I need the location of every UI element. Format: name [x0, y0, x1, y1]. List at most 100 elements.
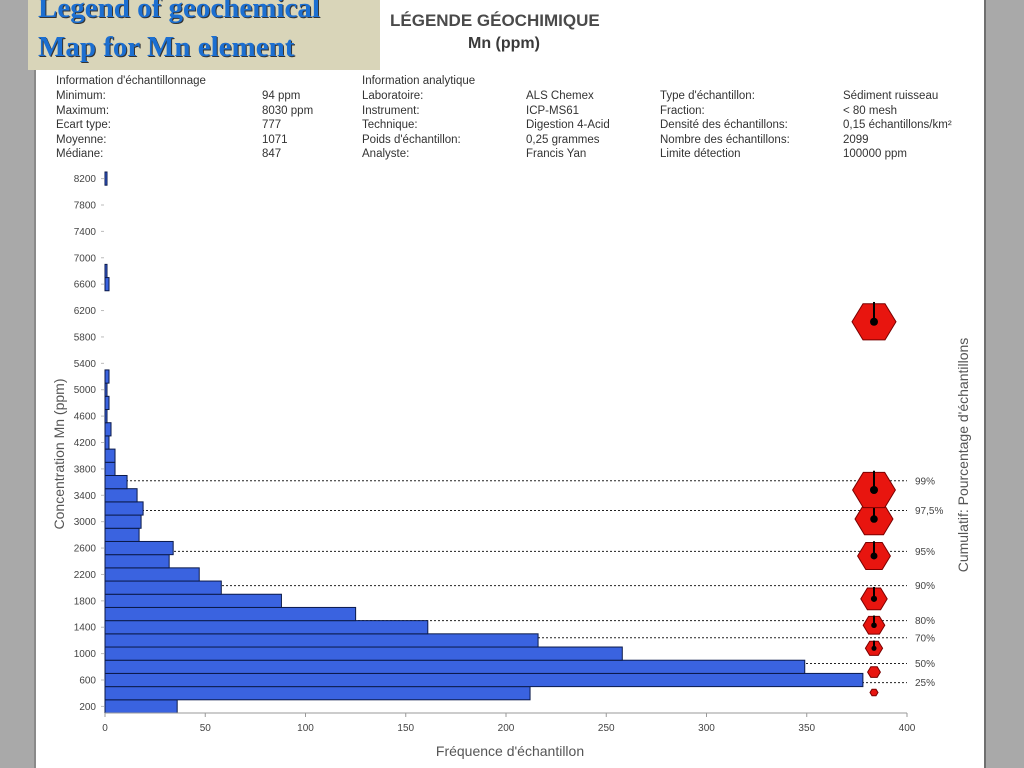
x-tick-label: 350: [798, 723, 815, 734]
histogram-bar: [104, 171, 108, 186]
histogram-bar: [104, 699, 178, 714]
sampling-value: 1071: [262, 133, 288, 146]
histogram-bar: [104, 686, 531, 701]
sample-label: Fraction:: [660, 104, 705, 117]
histogram-bar: [104, 514, 142, 529]
histogram-bar: [104, 369, 110, 384]
caption-line-2: Map for Mn element: [38, 31, 295, 63]
y-tick-label: 3000: [74, 517, 97, 528]
histogram-bar: [104, 527, 140, 542]
histogram-bars: [104, 171, 864, 714]
histogram-bar: [104, 382, 108, 397]
sample-values: Sédiment ruisseau < 80 mesh 0,15 échanti…: [843, 89, 952, 162]
concentration-symbol: [869, 688, 879, 697]
histogram-bar: [104, 435, 110, 450]
sample-value: Sédiment ruisseau: [843, 90, 939, 102]
percentile-label: 95%: [915, 547, 935, 558]
y-tick-label: 5800: [74, 332, 97, 343]
y-tick-label: 600: [79, 676, 96, 687]
x-tick-label: 100: [297, 723, 314, 734]
sampling-values: 94 ppm 8030 ppm 777 1071 847: [262, 89, 313, 162]
histogram-bar: [104, 263, 108, 279]
analytical-value: Digestion 4-Acid: [526, 119, 610, 131]
sampling-label: Maximum:: [56, 104, 110, 117]
histogram-bar: [104, 606, 357, 622]
slide-caption: Legend of geochemical Map for Mn element: [28, 0, 380, 70]
y-tick-label: 4600: [74, 412, 97, 423]
y-tick-label: 5000: [74, 385, 97, 396]
percentile-label: 97,5%: [915, 506, 943, 517]
sample-value: 100000 ppm: [843, 148, 907, 160]
x-tick-label: 0: [102, 723, 108, 734]
x-tick-label: 300: [698, 723, 715, 734]
y-tick-label: 5400: [74, 359, 97, 370]
y-tick-label: 6600: [74, 280, 97, 291]
histogram-bar: [104, 554, 170, 569]
y-tick-label: 1000: [74, 649, 97, 660]
histogram-bar: [104, 501, 144, 516]
symbol-dot: [870, 486, 878, 495]
y-tick-label: 7800: [74, 200, 97, 211]
y-tick-label: 1400: [74, 623, 97, 634]
y-tick-label: 1800: [74, 596, 97, 607]
sampling-value: 94 ppm: [262, 90, 301, 102]
caption-line-1: Legend of geochemical: [38, 0, 320, 24]
analytical-value: ICP-MS61: [526, 104, 580, 117]
x-tick-label: 150: [397, 723, 414, 734]
symbol-dot: [870, 595, 878, 602]
analytical-label: Analyste:: [362, 148, 410, 160]
sampling-label: Moyenne:: [56, 133, 107, 146]
histogram-bar: [104, 395, 110, 411]
symbol-dot: [870, 515, 878, 523]
analytical-values: ALS Chemex ICP-MS61 Digestion 4-Acid 0,2…: [526, 89, 610, 162]
concentration-symbol: [867, 666, 881, 678]
sampling-value: 847: [262, 148, 282, 160]
page-border-left: [34, 0, 36, 768]
y-tick-label: 3400: [74, 491, 97, 502]
page-border-right: [984, 0, 986, 768]
histogram-bar: [104, 580, 222, 595]
percentile-label: 80%: [915, 616, 935, 627]
cumulative-axis-label: Cumulatif: Pourcentage d'échantillons: [955, 338, 971, 573]
y-tick-label: 2600: [74, 544, 97, 555]
sampling-value: 777: [262, 119, 282, 131]
y-tick-label: 3800: [74, 464, 97, 475]
percentile-label: 99%: [915, 476, 935, 487]
histogram-bar: [104, 567, 200, 582]
y-tick-label: 7400: [74, 227, 97, 238]
analytical-heading: Information analytique: [362, 75, 476, 87]
histogram-bar: [104, 448, 116, 463]
analytical-label: Laboratoire:: [362, 90, 424, 102]
analytical-labels: Laboratoire: Instrument: Technique: Poid…: [362, 89, 461, 162]
analytical-value: ALS Chemex: [526, 90, 594, 102]
sampling-label: Médiane:: [56, 148, 104, 160]
y-axis-label: Concentration Mn (ppm): [51, 379, 67, 530]
chart-title: LÉGENDE GÉOCHIMIQUE: [390, 11, 600, 30]
histogram-bar: [104, 659, 806, 674]
sampling-labels: Minimum: Maximum: Ecart type: Moyenne: M…: [56, 89, 111, 162]
x-tick-label: 200: [498, 723, 515, 734]
analytical-label: Poids d'échantillon:: [362, 133, 461, 146]
x-tick-label: 50: [200, 723, 212, 734]
analytical-value: 0,25 grammes: [526, 133, 600, 146]
x-axis-label: Fréquence d'échantillon: [436, 743, 584, 759]
sample-label: Densité des échantillons:: [660, 119, 788, 131]
sample-label: Nombre des échantillons:: [660, 133, 790, 146]
sampling-label: Minimum:: [56, 90, 106, 102]
concentration-symbols: [851, 301, 897, 697]
sample-labels: Type d'échantillon: Fraction: Densité de…: [660, 89, 790, 162]
histogram-bar: [104, 593, 282, 608]
histogram-bar: [104, 488, 138, 503]
y-tick-label: 7000: [74, 253, 97, 264]
chart-subtitle: Mn (ppm): [468, 35, 540, 52]
histogram-bar: [104, 540, 174, 556]
histogram-bar: [104, 422, 112, 437]
percentile-label: 50%: [915, 659, 935, 670]
histogram-bar: [104, 646, 623, 661]
sample-label: Limite détection: [660, 148, 741, 160]
y-tick-label: 200: [79, 702, 96, 713]
x-tick-label: 400: [899, 723, 916, 734]
percentile-label: 90%: [915, 581, 935, 592]
sampling-value: 8030 ppm: [262, 104, 314, 117]
